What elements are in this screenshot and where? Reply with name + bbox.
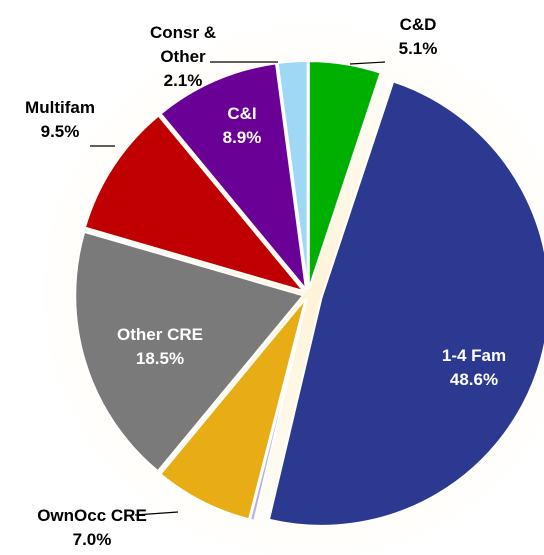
percent-label: 2.1% — [163, 71, 203, 90]
percent-label: 9.5% — [40, 122, 80, 141]
percent-label: 8.9% — [222, 128, 262, 147]
category-name: C&D — [399, 15, 437, 34]
slice-label: Consr & Other 2.1% — [143, 21, 223, 93]
pie-slice — [74, 230, 305, 473]
pie-slice — [276, 60, 309, 290]
pie-slice — [159, 62, 308, 293]
slice-label: Other CRE 18.5% — [90, 323, 230, 371]
slice-label: OwnOcc CRE 7.0% — [22, 504, 162, 552]
percent-label: 18.5% — [135, 349, 185, 368]
slice-label: 1-4 Fam 48.6% — [404, 344, 544, 392]
pie-slice — [158, 297, 307, 521]
slice-label: Multifam 9.5% — [0, 96, 130, 144]
category-name: Consr & Other — [149, 23, 217, 66]
slice-label: C&I 8.9% — [172, 102, 312, 150]
percent-label: 7.0% — [72, 530, 112, 549]
category-name: OwnOcc CRE — [37, 506, 147, 525]
leader-line — [349, 61, 386, 65]
pie-slice — [248, 298, 308, 522]
category-name: 1-4 Fam — [441, 346, 507, 365]
percent-label: 5.1% — [398, 39, 438, 58]
pie-slice — [83, 114, 307, 294]
category-name: Other CRE — [117, 325, 203, 344]
slice-label: C&D 5.1% — [348, 13, 488, 61]
pie-slice — [307, 60, 382, 290]
percent-label: 48.6% — [449, 370, 499, 389]
leader-line — [134, 511, 179, 516]
pie-slice — [267, 80, 544, 527]
category-name: Multifam — [25, 98, 95, 117]
category-name: C&I — [227, 104, 257, 123]
